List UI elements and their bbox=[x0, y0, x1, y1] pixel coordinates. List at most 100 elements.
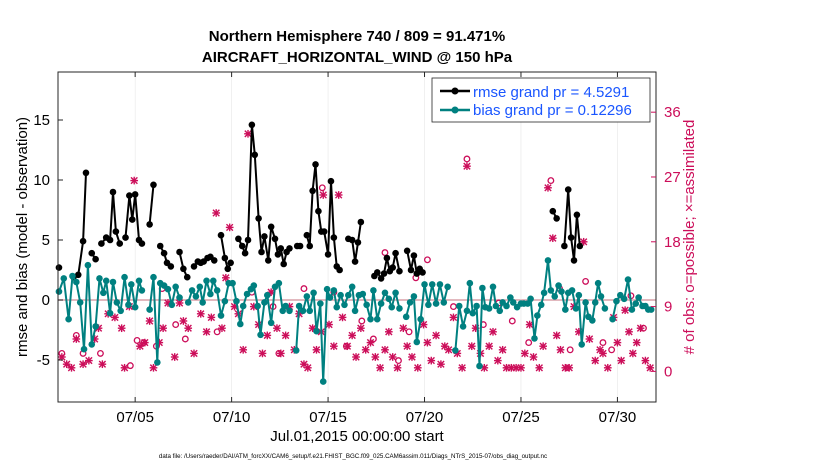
bias-point bbox=[73, 278, 80, 286]
bias-point bbox=[213, 287, 221, 294]
bias-point bbox=[176, 294, 183, 301]
bias-point bbox=[303, 293, 311, 300]
rmse-point bbox=[309, 187, 316, 195]
obs-assimilated-marker bbox=[170, 353, 179, 361]
rmse-point bbox=[573, 211, 581, 219]
bias-point bbox=[233, 297, 240, 305]
obs-assimilated-marker bbox=[458, 363, 466, 372]
bias-point bbox=[92, 323, 99, 330]
obs-assimilated-marker bbox=[525, 320, 534, 329]
bias-point bbox=[524, 300, 532, 307]
x-tick-label: 07/15 bbox=[309, 409, 347, 426]
rmse-line-segment bbox=[220, 235, 232, 270]
obs-assimilated-marker bbox=[388, 353, 397, 361]
obs-assimilated-marker bbox=[485, 342, 493, 351]
rmse-point bbox=[176, 248, 183, 256]
rmse-point bbox=[549, 207, 557, 215]
obs-assimilated-marker bbox=[552, 331, 561, 340]
obs-assimilated-marker bbox=[62, 360, 71, 369]
obs-possible-marker bbox=[599, 339, 607, 347]
bias-point bbox=[440, 299, 448, 306]
bias-point bbox=[410, 293, 418, 300]
bias-point bbox=[582, 299, 589, 306]
rmse-point bbox=[324, 251, 332, 258]
bias-point bbox=[150, 273, 157, 281]
bias-point bbox=[534, 312, 541, 319]
rmse-point bbox=[88, 249, 96, 257]
obs-assimilated-marker bbox=[371, 353, 380, 361]
bias-point bbox=[485, 305, 493, 312]
legend-bias-marker bbox=[451, 106, 459, 114]
bias-point bbox=[337, 291, 344, 299]
bias-point bbox=[264, 291, 271, 299]
rmse-point bbox=[55, 264, 63, 271]
obs-possible-marker bbox=[96, 349, 104, 357]
obs-assimilated-marker bbox=[384, 327, 393, 336]
bias-point bbox=[60, 275, 68, 282]
obs-assimilated-marker bbox=[366, 338, 375, 347]
bias-point bbox=[436, 281, 444, 288]
obs-assimilated-marker bbox=[190, 349, 198, 358]
bias-point bbox=[370, 287, 377, 294]
bias-point bbox=[628, 306, 636, 313]
rmse-point bbox=[79, 237, 87, 245]
bias-point bbox=[568, 287, 576, 294]
obs-assimilated-marker bbox=[413, 363, 422, 372]
bias-point bbox=[503, 302, 510, 310]
obs-assimilated-marker bbox=[72, 335, 81, 343]
bias-point bbox=[479, 284, 486, 292]
rmse-point bbox=[373, 269, 381, 276]
obs-assimilated-marker bbox=[273, 324, 281, 333]
bias-point bbox=[323, 285, 331, 293]
x-tick-label: 07/05 bbox=[116, 409, 154, 426]
obs-assimilated-marker bbox=[159, 324, 167, 333]
rmse-point bbox=[383, 254, 391, 262]
y-tick-label: 15 bbox=[33, 112, 50, 129]
y-tick-label: -5 bbox=[37, 352, 50, 369]
y-right-tick-label: 0 bbox=[664, 363, 672, 380]
rmse-point bbox=[217, 231, 225, 239]
footer-data-file: data file: /Users/raeder/DAI/ATM_forcXX/… bbox=[159, 453, 547, 460]
bias-point bbox=[613, 297, 620, 305]
rmse-point bbox=[419, 269, 426, 276]
obs-assimilated-marker bbox=[493, 356, 502, 365]
rmse-point bbox=[116, 240, 124, 247]
obs-assimilated-marker bbox=[218, 324, 226, 333]
obs-possible-marker bbox=[395, 357, 402, 365]
rmse-point bbox=[258, 248, 265, 256]
bias-point bbox=[55, 288, 63, 295]
rmse-point bbox=[210, 257, 218, 264]
bias-point bbox=[558, 288, 565, 295]
bias-point bbox=[250, 282, 258, 289]
obs-assimilated-marker bbox=[403, 342, 411, 351]
obs-assimilated-marker bbox=[207, 313, 216, 322]
obs-assimilated-marker bbox=[120, 363, 129, 372]
bias-point bbox=[69, 272, 76, 280]
obs-assimilated-marker bbox=[343, 342, 352, 351]
plot-frame bbox=[57, 71, 657, 403]
bias-point bbox=[620, 295, 628, 303]
bias-point bbox=[544, 257, 552, 264]
obs-assimilated-marker bbox=[636, 324, 645, 333]
rmse-point bbox=[280, 260, 287, 268]
bias-point bbox=[317, 300, 324, 307]
rmse-point bbox=[241, 249, 249, 257]
bias-point bbox=[84, 261, 92, 269]
rmse-point bbox=[146, 221, 153, 228]
obs-assimilated-marker bbox=[520, 349, 529, 358]
bias-point bbox=[547, 287, 555, 294]
obs-assimilated-marker bbox=[632, 338, 641, 347]
bias-point bbox=[221, 297, 229, 305]
rmse-point bbox=[377, 275, 385, 282]
obs-assimilated-marker bbox=[498, 345, 507, 354]
rmse-point bbox=[131, 191, 139, 198]
bias-point bbox=[496, 307, 504, 315]
bias-point bbox=[203, 277, 210, 285]
obs-possible-marker bbox=[463, 155, 471, 163]
y-tick-label: 0 bbox=[42, 292, 50, 309]
obs-assimilated-marker bbox=[449, 313, 458, 322]
bias-point bbox=[299, 307, 307, 315]
bias-point bbox=[562, 306, 569, 313]
obs-assimilated-marker bbox=[196, 309, 205, 318]
